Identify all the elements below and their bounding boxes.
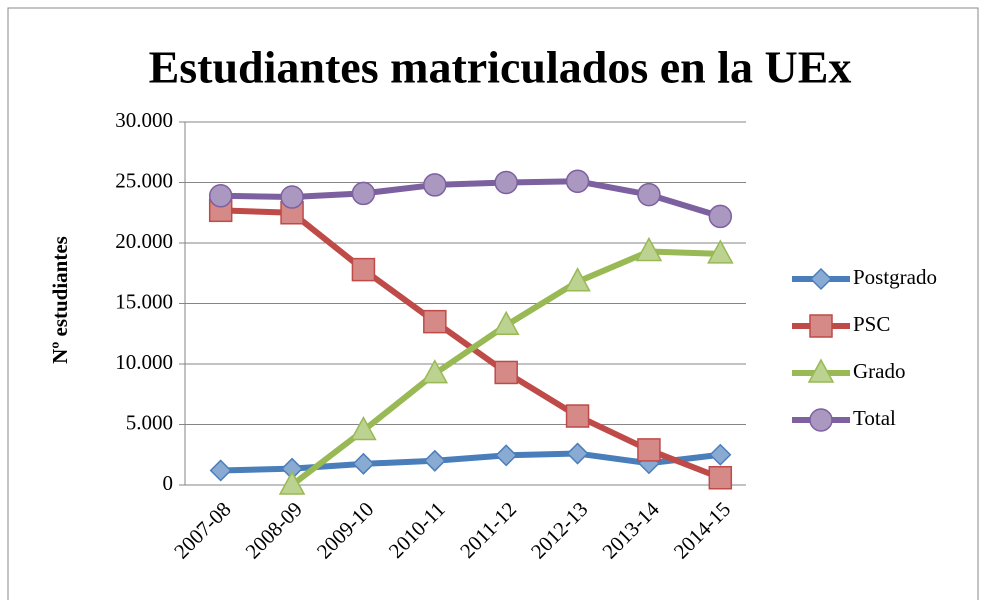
- series-line: [220, 450, 721, 474]
- legend-label: Grado: [853, 359, 905, 383]
- data-point: [352, 452, 375, 475]
- data-point: [209, 459, 232, 482]
- data-point: [350, 415, 377, 441]
- data-point: [635, 236, 663, 262]
- y-axis-label: Nº estudiantes: [48, 236, 72, 364]
- data-point: [278, 470, 306, 495]
- data-point: [495, 444, 518, 467]
- legend-label: PSC: [853, 312, 890, 336]
- data-point: [423, 449, 446, 472]
- data-point: [421, 359, 449, 384]
- legend-label: Total: [853, 406, 896, 430]
- data-point: [565, 169, 590, 194]
- data-point: [565, 404, 590, 428]
- y-tick-label: 0: [163, 471, 174, 495]
- data-point: [708, 465, 733, 490]
- data-point: [707, 239, 734, 264]
- chart-title: Estudiantes matriculados en la UEx: [149, 42, 852, 93]
- data-point: [423, 173, 447, 197]
- data-point: [637, 438, 661, 462]
- data-point: [208, 184, 233, 208]
- series-line: [220, 178, 722, 220]
- data-point: [351, 257, 376, 282]
- y-tick-label: 15.000: [115, 289, 173, 313]
- legend-marker: [807, 358, 835, 383]
- y-tick-label: 5.000: [126, 410, 173, 434]
- data-point: [708, 204, 733, 229]
- data-point: [492, 310, 520, 336]
- data-point: [423, 309, 447, 334]
- data-point: [494, 360, 518, 385]
- data-point: [280, 185, 304, 209]
- data-point: [709, 443, 732, 466]
- legend-marker: [809, 314, 833, 338]
- data-point: [637, 182, 661, 207]
- data-point: [351, 181, 376, 206]
- legend-label: Postgrado: [853, 265, 937, 289]
- data-point: [566, 442, 589, 465]
- data-point: [494, 170, 518, 195]
- data-point: [564, 267, 591, 292]
- y-tick-label: 30.000: [115, 108, 173, 132]
- legend-marker: [809, 267, 833, 291]
- legend-marker: [809, 408, 833, 432]
- y-tick-label: 10.000: [115, 350, 173, 374]
- y-tick-label: 20.000: [115, 229, 173, 253]
- y-tick-label: 25.000: [115, 168, 173, 192]
